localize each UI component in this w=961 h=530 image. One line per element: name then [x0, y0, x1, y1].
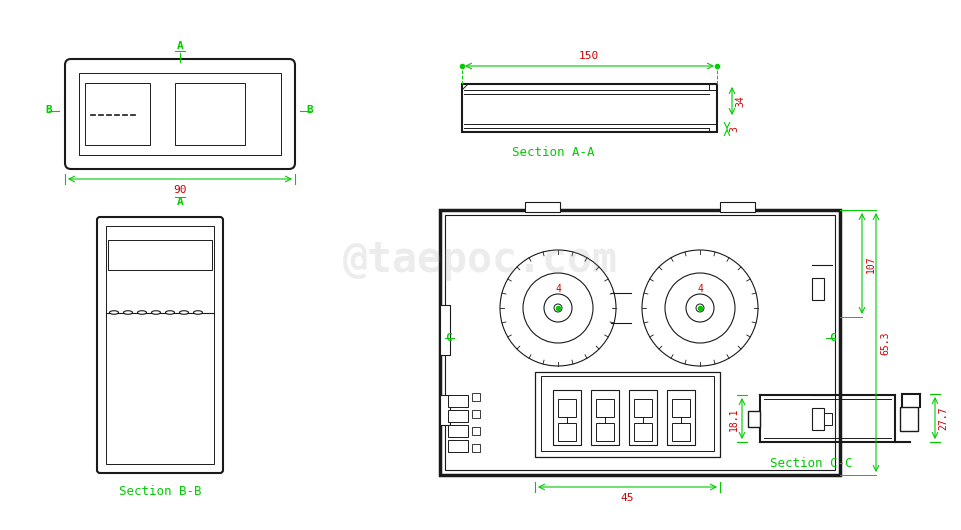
- Circle shape: [686, 294, 714, 322]
- Bar: [440, 305, 450, 355]
- Bar: [812, 408, 824, 430]
- Bar: [108, 240, 212, 270]
- FancyBboxPatch shape: [65, 59, 295, 169]
- Bar: [440, 395, 450, 425]
- Text: 90: 90: [173, 185, 186, 195]
- Ellipse shape: [152, 311, 160, 314]
- Bar: [558, 423, 576, 441]
- Text: 4: 4: [697, 284, 702, 294]
- Bar: [448, 410, 468, 422]
- Bar: [591, 390, 619, 445]
- Bar: [596, 423, 614, 441]
- Circle shape: [523, 273, 593, 343]
- Circle shape: [554, 304, 562, 312]
- Ellipse shape: [165, 311, 175, 314]
- Bar: [472, 393, 480, 401]
- Bar: [672, 399, 690, 417]
- Text: 4: 4: [555, 284, 561, 294]
- Bar: [440, 210, 840, 475]
- Bar: [812, 278, 824, 300]
- FancyBboxPatch shape: [97, 217, 223, 473]
- Bar: [445, 215, 835, 470]
- Ellipse shape: [110, 311, 118, 314]
- Text: Section B-B: Section B-B: [119, 485, 201, 498]
- Ellipse shape: [124, 311, 133, 314]
- Text: A: A: [177, 41, 184, 51]
- Text: @taepoc.com: @taepoc.com: [342, 239, 618, 281]
- Circle shape: [544, 294, 572, 322]
- Text: 34: 34: [735, 95, 745, 107]
- Text: C: C: [445, 333, 452, 343]
- Bar: [79, 73, 281, 155]
- Ellipse shape: [137, 311, 146, 314]
- Bar: [448, 425, 468, 437]
- Bar: [106, 226, 214, 464]
- Text: 3: 3: [729, 126, 739, 132]
- Bar: [472, 410, 480, 418]
- Ellipse shape: [180, 311, 188, 314]
- Text: 45: 45: [620, 493, 633, 503]
- Circle shape: [500, 250, 616, 366]
- Ellipse shape: [193, 311, 203, 314]
- Text: 65.3: 65.3: [880, 331, 890, 355]
- Bar: [175, 83, 245, 145]
- Bar: [553, 390, 581, 445]
- Bar: [525, 202, 560, 212]
- Bar: [462, 84, 717, 132]
- Bar: [634, 399, 652, 417]
- Text: 150: 150: [579, 51, 599, 61]
- Bar: [720, 202, 755, 212]
- Text: A: A: [177, 197, 184, 207]
- Bar: [448, 440, 468, 452]
- Text: B: B: [307, 105, 313, 115]
- Bar: [900, 407, 918, 431]
- Text: 107: 107: [866, 255, 876, 273]
- Text: Section C-C: Section C-C: [770, 457, 852, 470]
- Bar: [596, 399, 614, 417]
- Bar: [535, 372, 720, 457]
- Bar: [629, 390, 657, 445]
- Text: 27.7: 27.7: [938, 407, 948, 430]
- Bar: [541, 376, 714, 451]
- Bar: [667, 390, 695, 445]
- Bar: [672, 423, 690, 441]
- Bar: [558, 399, 576, 417]
- Circle shape: [642, 250, 758, 366]
- Bar: [748, 411, 760, 427]
- Bar: [85, 83, 150, 145]
- Bar: [634, 423, 652, 441]
- Text: 18.1: 18.1: [729, 407, 739, 431]
- Bar: [824, 413, 832, 425]
- Text: Section A-A: Section A-A: [512, 146, 595, 159]
- Bar: [448, 395, 468, 407]
- Circle shape: [696, 304, 704, 312]
- Circle shape: [665, 273, 735, 343]
- Bar: [472, 427, 480, 435]
- Text: B: B: [45, 105, 53, 115]
- Bar: [472, 444, 480, 452]
- Text: C: C: [828, 333, 835, 343]
